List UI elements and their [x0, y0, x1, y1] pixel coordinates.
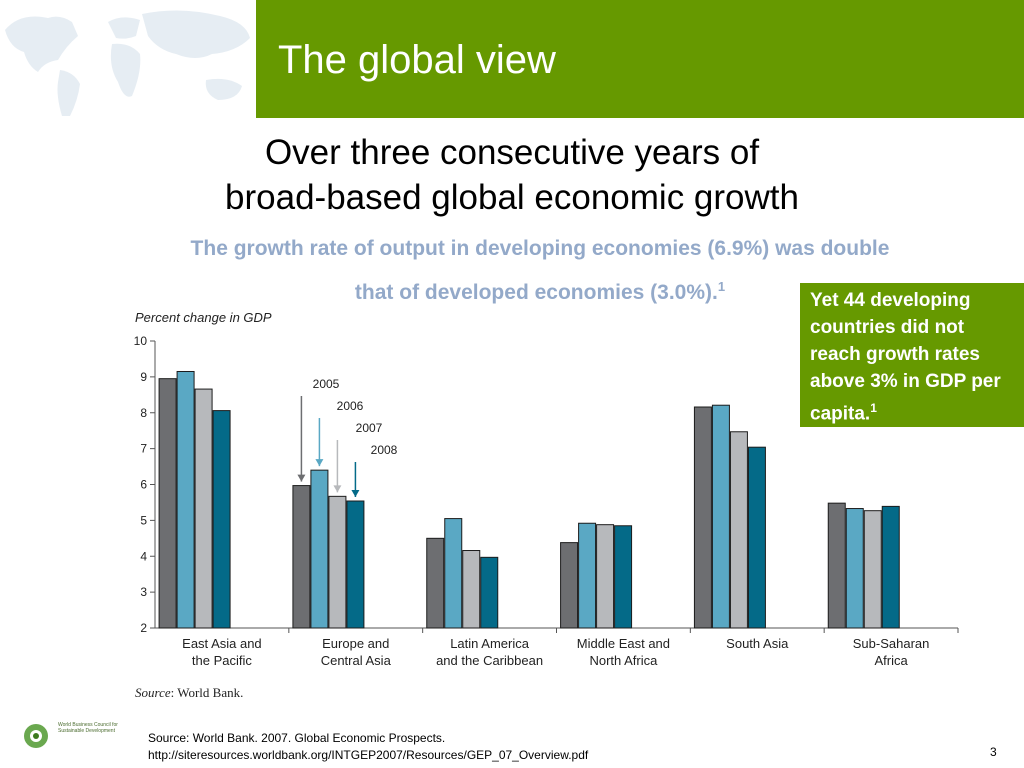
bar	[292, 485, 311, 629]
category-label: Middle East and	[577, 636, 670, 651]
wbcsd-logo-mark	[24, 724, 48, 748]
bar	[863, 510, 882, 629]
series-arrow-head	[333, 485, 342, 493]
wbcsd-logo	[24, 724, 48, 748]
bar	[711, 404, 730, 629]
series-label: 2008	[371, 443, 398, 457]
bar	[310, 469, 329, 629]
slide-title: The global view	[278, 38, 556, 82]
y-tick-label: 9	[140, 370, 147, 384]
series-arrow-head	[315, 459, 324, 467]
bar	[426, 537, 445, 629]
series-arrow-head	[351, 490, 360, 498]
headline-line-2: broad-based global economic growth	[225, 178, 799, 217]
subhead: The growth rate of output in developing …	[100, 230, 980, 312]
series-arrow-head	[297, 474, 306, 482]
gdp-growth-chart: Percent change in GDP 2 3 4 5 6 7 8 9 10 East Asia…	[134, 310, 959, 700]
bar	[462, 550, 481, 629]
world-map-graphic	[5, 10, 250, 116]
y-tick-label: 3	[140, 585, 147, 599]
series-label: 2006	[337, 399, 364, 413]
footer-source-line-1: Source: World Bank. 2007. Global Economi…	[148, 731, 446, 745]
bar	[845, 508, 864, 629]
y-tick-label: 7	[140, 442, 147, 456]
callout-text: Yet 44 developing countries did not reac…	[810, 290, 1001, 425]
bar	[747, 446, 766, 629]
bar	[596, 524, 615, 629]
y-tick-label: 4	[140, 549, 147, 563]
subhead-line-1: The growth rate of output in developing …	[190, 237, 890, 260]
subhead-footnote: 1	[717, 279, 726, 294]
category-label: East Asia and	[182, 636, 262, 651]
series-label: 2007	[356, 421, 383, 435]
category-label: North Africa	[589, 653, 658, 668]
bar	[729, 431, 748, 629]
y-tick-label: 6	[140, 478, 147, 492]
bar	[176, 370, 195, 629]
title-bar: The global view	[256, 0, 1024, 118]
subhead-line-2-wrap: that of developed economies (3.0%).1	[100, 268, 980, 312]
headline: Over three consecutive years of broad-ba…	[0, 130, 1024, 220]
subhead-line-2: that of developed economies (3.0%).	[354, 281, 718, 304]
y-tick-label: 5	[140, 513, 147, 527]
footer-source: Source: World Bank. 2007. Global Economi…	[148, 730, 588, 764]
chart-source: Source: World Bank.	[135, 685, 243, 700]
category-label: and the Caribbean	[436, 653, 543, 668]
category-label: Latin America	[450, 636, 530, 651]
bar	[693, 406, 712, 629]
callout-footnote: 1	[870, 401, 877, 415]
bar	[480, 556, 499, 629]
category-label: Sub-Saharan	[853, 636, 930, 651]
category-label: Europe and	[322, 636, 389, 651]
footer-source-line-2[interactable]: http://siteresources.worldbank.org/INTGE…	[148, 748, 589, 762]
bar	[881, 505, 900, 629]
y-tick-label: 10	[134, 334, 148, 348]
bar	[194, 388, 213, 629]
bar	[560, 542, 579, 629]
headline-line-1: Over three consecutive years of	[264, 133, 760, 172]
bar	[444, 518, 463, 629]
category-label: Africa	[874, 653, 908, 668]
bar	[578, 522, 597, 629]
callout-box: Yet 44 developing countries did not reac…	[800, 283, 1024, 427]
y-tick-label: 2	[140, 621, 147, 635]
y-tick-label: 8	[140, 406, 147, 420]
category-label: Central Asia	[321, 653, 392, 668]
page-number: 3	[990, 745, 997, 759]
category-label: South Asia	[726, 636, 789, 651]
y-axis-label: Percent change in GDP	[135, 310, 272, 325]
category-label: the Pacific	[192, 653, 252, 668]
bar	[614, 525, 633, 629]
bar	[328, 495, 347, 629]
series-label: 2005	[313, 377, 340, 391]
bar	[212, 410, 231, 629]
bar	[346, 500, 365, 629]
bar	[827, 502, 846, 629]
bar	[158, 378, 177, 629]
